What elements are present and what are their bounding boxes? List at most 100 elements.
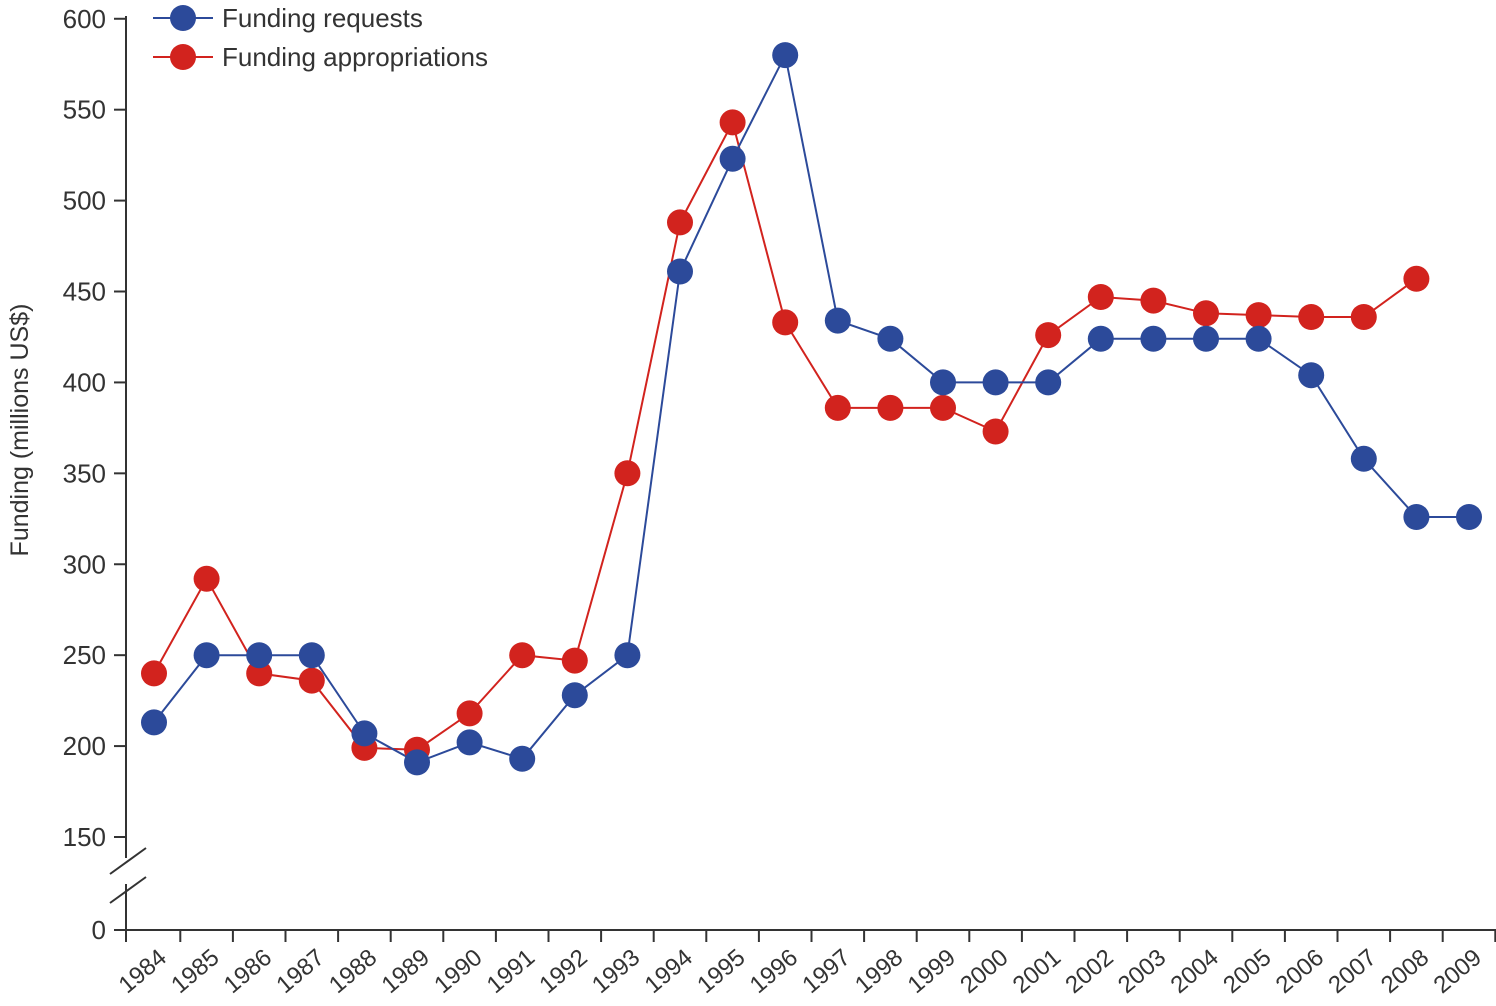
y-tick-label: 400 <box>63 367 106 397</box>
x-tick-label: 2009 <box>1429 944 1487 999</box>
data-point-appropriations <box>667 209 693 236</box>
x-tick-label: 1993 <box>587 944 645 999</box>
x-tick-label: 1984 <box>114 944 172 999</box>
data-point-requests <box>824 307 851 334</box>
series-line-appropriations <box>153 119 1417 751</box>
y-tick-label: 0 <box>92 915 106 945</box>
x-tick-label: 1988 <box>324 944 382 999</box>
data-point-requests <box>1245 325 1272 352</box>
y-tick-label: 300 <box>63 549 106 579</box>
data-point-appropriations <box>1087 284 1114 310</box>
data-point-requests <box>509 745 536 772</box>
data-point-requests <box>614 642 641 669</box>
y-tick-label: 600 <box>63 4 106 34</box>
data-point-appropriations <box>456 700 483 727</box>
data-point-appropriations <box>1035 322 1062 349</box>
data-point-requests <box>877 325 904 352</box>
data-point-appropriations <box>772 309 799 336</box>
x-tick-label: 2000 <box>955 944 1013 999</box>
series-points <box>141 42 1482 776</box>
y-tick-label: 200 <box>63 731 106 761</box>
data-point-requests <box>193 642 220 669</box>
data-point-requests <box>719 145 746 172</box>
x-tick-label: 1985 <box>166 944 224 999</box>
y-axis-break-mark <box>109 876 147 904</box>
data-point-requests <box>1035 369 1062 396</box>
data-point-requests <box>1350 445 1377 472</box>
legend-label: Funding appropriations <box>222 42 488 72</box>
axes: 0150200250300350400450500550600198419851… <box>63 4 1496 999</box>
x-tick-label: 1995 <box>692 944 750 999</box>
data-point-requests <box>246 642 273 669</box>
x-tick-label: 1992 <box>534 944 592 999</box>
data-point-appropriations <box>561 647 588 674</box>
data-point-appropriations <box>141 660 167 687</box>
data-point-requests <box>1140 325 1167 352</box>
data-point-appropriations <box>1403 265 1430 292</box>
data-point-appropriations <box>193 565 220 592</box>
data-point-requests <box>930 369 956 396</box>
data-point-requests <box>982 369 1009 396</box>
data-point-appropriations <box>1140 287 1167 314</box>
data-point-requests <box>561 682 588 709</box>
x-tick-label: 1991 <box>482 944 540 999</box>
data-point-appropriations <box>1245 302 1272 329</box>
data-point-requests <box>351 720 378 747</box>
data-point-appropriations <box>930 394 956 421</box>
y-axis-break-mark <box>109 847 147 875</box>
data-point-appropriations <box>614 460 641 487</box>
data-point-appropriations <box>1350 304 1377 330</box>
x-tick-label: 2003 <box>1113 944 1171 999</box>
y-tick-label: 500 <box>63 186 106 216</box>
legend-marker <box>170 44 196 70</box>
data-point-requests <box>1403 504 1430 530</box>
data-point-appropriations <box>824 394 851 421</box>
y-tick-label: 250 <box>63 640 106 670</box>
data-point-requests <box>1193 325 1219 352</box>
x-tick-label: 1998 <box>850 944 908 999</box>
x-tick-label: 2001 <box>1008 944 1066 999</box>
data-point-appropriations <box>509 642 536 669</box>
x-tick-label: 1999 <box>903 944 961 999</box>
x-tick-label: 2004 <box>1166 944 1224 999</box>
x-tick-label: 2006 <box>1271 944 1329 999</box>
legend-label: Funding requests <box>222 3 423 33</box>
x-tick-label: 1987 <box>271 944 329 999</box>
data-point-appropriations <box>982 418 1009 445</box>
data-point-requests <box>1298 362 1325 389</box>
y-tick-label: 150 <box>63 822 106 852</box>
data-point-requests <box>772 42 799 69</box>
x-tick-label: 2008 <box>1376 944 1434 999</box>
y-tick-label: 350 <box>63 458 106 488</box>
legend-marker <box>170 5 196 31</box>
series-lines <box>153 52 1469 764</box>
data-point-appropriations <box>719 109 746 136</box>
x-tick-label: 2005 <box>1218 944 1276 999</box>
x-tick-label: 1986 <box>219 944 277 999</box>
data-point-requests <box>1087 325 1114 352</box>
x-tick-label: 1994 <box>640 944 698 999</box>
data-point-appropriations <box>1298 304 1325 330</box>
data-point-requests <box>141 709 167 736</box>
data-point-requests <box>404 749 430 776</box>
x-tick-label: 1997 <box>797 944 855 999</box>
data-point-appropriations <box>298 667 325 694</box>
x-tick-label: 2002 <box>1060 944 1118 999</box>
data-point-appropriations <box>1193 300 1219 327</box>
data-point-appropriations <box>246 660 273 687</box>
data-point-requests <box>667 258 693 285</box>
data-point-appropriations <box>877 394 904 421</box>
x-tick-label: 1990 <box>429 944 487 999</box>
x-tick-label: 2007 <box>1323 944 1381 999</box>
data-point-requests <box>298 642 325 669</box>
series-line-requests <box>153 52 1469 764</box>
legend: Funding requests Funding appropriations <box>153 3 488 72</box>
y-tick-label: 550 <box>63 95 106 125</box>
y-axis-title: Funding (millions US$) <box>6 304 34 557</box>
y-tick-label: 450 <box>63 277 106 307</box>
x-tick-label: 1996 <box>745 944 803 999</box>
x-tick-label: 1989 <box>377 944 435 999</box>
data-point-requests <box>456 729 483 756</box>
